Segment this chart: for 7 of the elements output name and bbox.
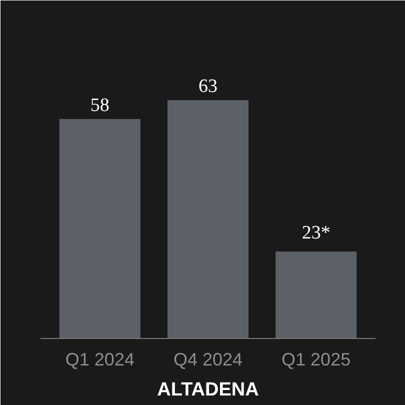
data-label: 63 bbox=[198, 76, 218, 98]
x-tick-label: Q1 2025 bbox=[282, 350, 351, 370]
data-label: 23* bbox=[302, 222, 330, 244]
x-tick-label: Q4 2024 bbox=[173, 350, 243, 370]
text: ALTADENA bbox=[157, 380, 260, 400]
x-tick-label: Q1 2024 bbox=[65, 350, 134, 370]
data-label: 58 bbox=[90, 95, 110, 116]
